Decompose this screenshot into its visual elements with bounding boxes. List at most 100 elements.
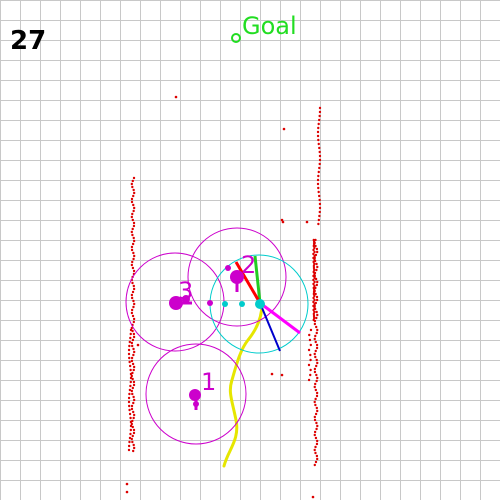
obstacle-point	[128, 412, 132, 416]
obstacle-point	[316, 130, 320, 134]
obstacle-point	[316, 265, 319, 269]
obstacle-point	[132, 380, 136, 384]
obstacle-point	[312, 316, 316, 320]
obstacle-point	[132, 332, 136, 336]
obstacle-point	[132, 239, 136, 243]
obstacle-point	[128, 408, 131, 412]
obstacle-point	[129, 368, 132, 372]
obstacle-point	[313, 400, 316, 404]
step-counter: 27	[10, 26, 46, 56]
obstacle-point	[315, 421, 318, 425]
obstacle-point	[312, 300, 315, 304]
obstacle-point	[128, 360, 131, 364]
obstacle-point	[317, 218, 321, 222]
obstacle-point	[131, 260, 134, 264]
obstacle-point	[131, 290, 135, 294]
obstacle-point	[316, 280, 319, 284]
obstacle-point	[132, 206, 136, 210]
obstacle-point	[130, 197, 134, 201]
obstacle-point	[127, 396, 131, 400]
obstacle-point	[132, 428, 136, 432]
obstacle-point	[130, 404, 134, 408]
robot-path-trail	[222, 302, 264, 468]
obstacle-point	[128, 392, 131, 396]
obstacle-point	[312, 312, 316, 316]
obstacle-point	[131, 233, 134, 237]
obstacle-point	[132, 335, 136, 339]
obstacle-point	[280, 218, 284, 222]
obstacle-point	[130, 326, 134, 330]
obstacle-point	[132, 383, 136, 387]
obstacle-point	[312, 260, 315, 264]
obstacle-point	[309, 358, 312, 362]
obstacle-point	[132, 443, 135, 447]
obstacle-point	[131, 386, 135, 390]
agent-1-label: 1	[201, 368, 216, 396]
obstacle-point	[132, 305, 135, 309]
obstacle-point	[305, 220, 309, 224]
obstacle-point	[318, 110, 322, 114]
obstacle-point	[132, 398, 136, 402]
obstacle-point	[315, 295, 319, 299]
obstacle-point	[313, 322, 317, 326]
obstacle-point	[317, 170, 320, 174]
obstacle-point	[130, 182, 134, 186]
obstacle-point	[313, 306, 316, 310]
obstacle-point	[313, 463, 316, 467]
obstacle-point	[315, 439, 319, 443]
obstacle-point	[129, 380, 132, 384]
heading-line-red	[234, 261, 262, 304]
obstacle-point	[128, 340, 131, 344]
agent-2-range-circle	[187, 227, 287, 327]
obstacle-point	[131, 281, 134, 285]
obstacle-point	[131, 440, 134, 444]
obstacle-point	[129, 336, 132, 340]
obstacle-point	[132, 317, 136, 321]
obstacle-point	[318, 210, 321, 214]
obstacle-point	[318, 206, 322, 210]
obstacle-point	[315, 394, 319, 398]
obstacle-point	[129, 372, 133, 376]
obstacle-point	[315, 298, 319, 302]
obstacle-point	[132, 302, 136, 306]
obstacle-point	[312, 282, 315, 286]
obstacle-point	[315, 310, 318, 314]
obstacle-point	[130, 356, 134, 360]
obstacle-point	[315, 343, 319, 347]
obstacle-point	[315, 454, 319, 458]
obstacle-point	[132, 446, 136, 450]
obstacle-point	[312, 318, 315, 322]
obstacle-point	[131, 185, 134, 189]
obstacle-point	[315, 346, 319, 350]
obstacle-point	[318, 150, 321, 154]
obstacle-point	[130, 200, 134, 204]
obstacle-point	[131, 362, 135, 366]
obstacle-point	[313, 250, 316, 254]
obstacle-point	[132, 191, 136, 195]
obstacle-point	[314, 460, 318, 464]
obstacle-point	[132, 368, 135, 372]
obstacle-point	[128, 356, 131, 360]
obstacle-point	[282, 127, 286, 131]
obstacle-point	[317, 174, 320, 178]
obstacle-point	[130, 296, 134, 300]
obstacle-point	[312, 314, 316, 318]
obstacle-point	[307, 348, 311, 352]
obstacle-point	[128, 440, 131, 444]
obstacle-point	[132, 176, 136, 180]
obstacle-point	[127, 348, 131, 352]
obstacle-point	[131, 425, 134, 429]
obstacle-point	[315, 268, 318, 272]
obstacle-point	[316, 313, 319, 317]
agent-3-marker: 3	[169, 277, 213, 310]
obstacle-point	[317, 222, 320, 226]
obstacle-point	[280, 373, 284, 377]
agent-1-marker: 1	[189, 368, 216, 410]
obstacle-point	[132, 410, 135, 414]
obstacle-point	[315, 379, 318, 383]
obstacle-point	[130, 308, 134, 312]
obstacle-point	[316, 376, 319, 380]
obstacle-point	[317, 186, 320, 190]
obstacle-point	[318, 214, 321, 218]
obstacle-point	[127, 400, 131, 404]
